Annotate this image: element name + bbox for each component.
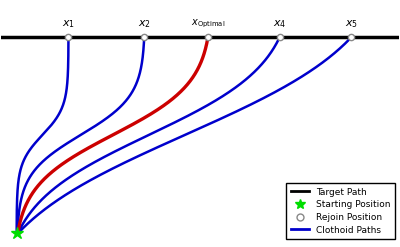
Text: $x_{2}$: $x_{2}$ <box>138 19 151 30</box>
Text: $x_{1}$: $x_{1}$ <box>62 19 75 30</box>
Text: $x_{\rm Optimal}$: $x_{\rm Optimal}$ <box>191 18 225 30</box>
Text: $x_{4}$: $x_{4}$ <box>273 19 286 30</box>
Legend: Target Path, Starting Position, Rejoin Position, Clothoid Paths: Target Path, Starting Position, Rejoin P… <box>286 183 395 239</box>
Text: $x_{5}$: $x_{5}$ <box>345 19 358 30</box>
